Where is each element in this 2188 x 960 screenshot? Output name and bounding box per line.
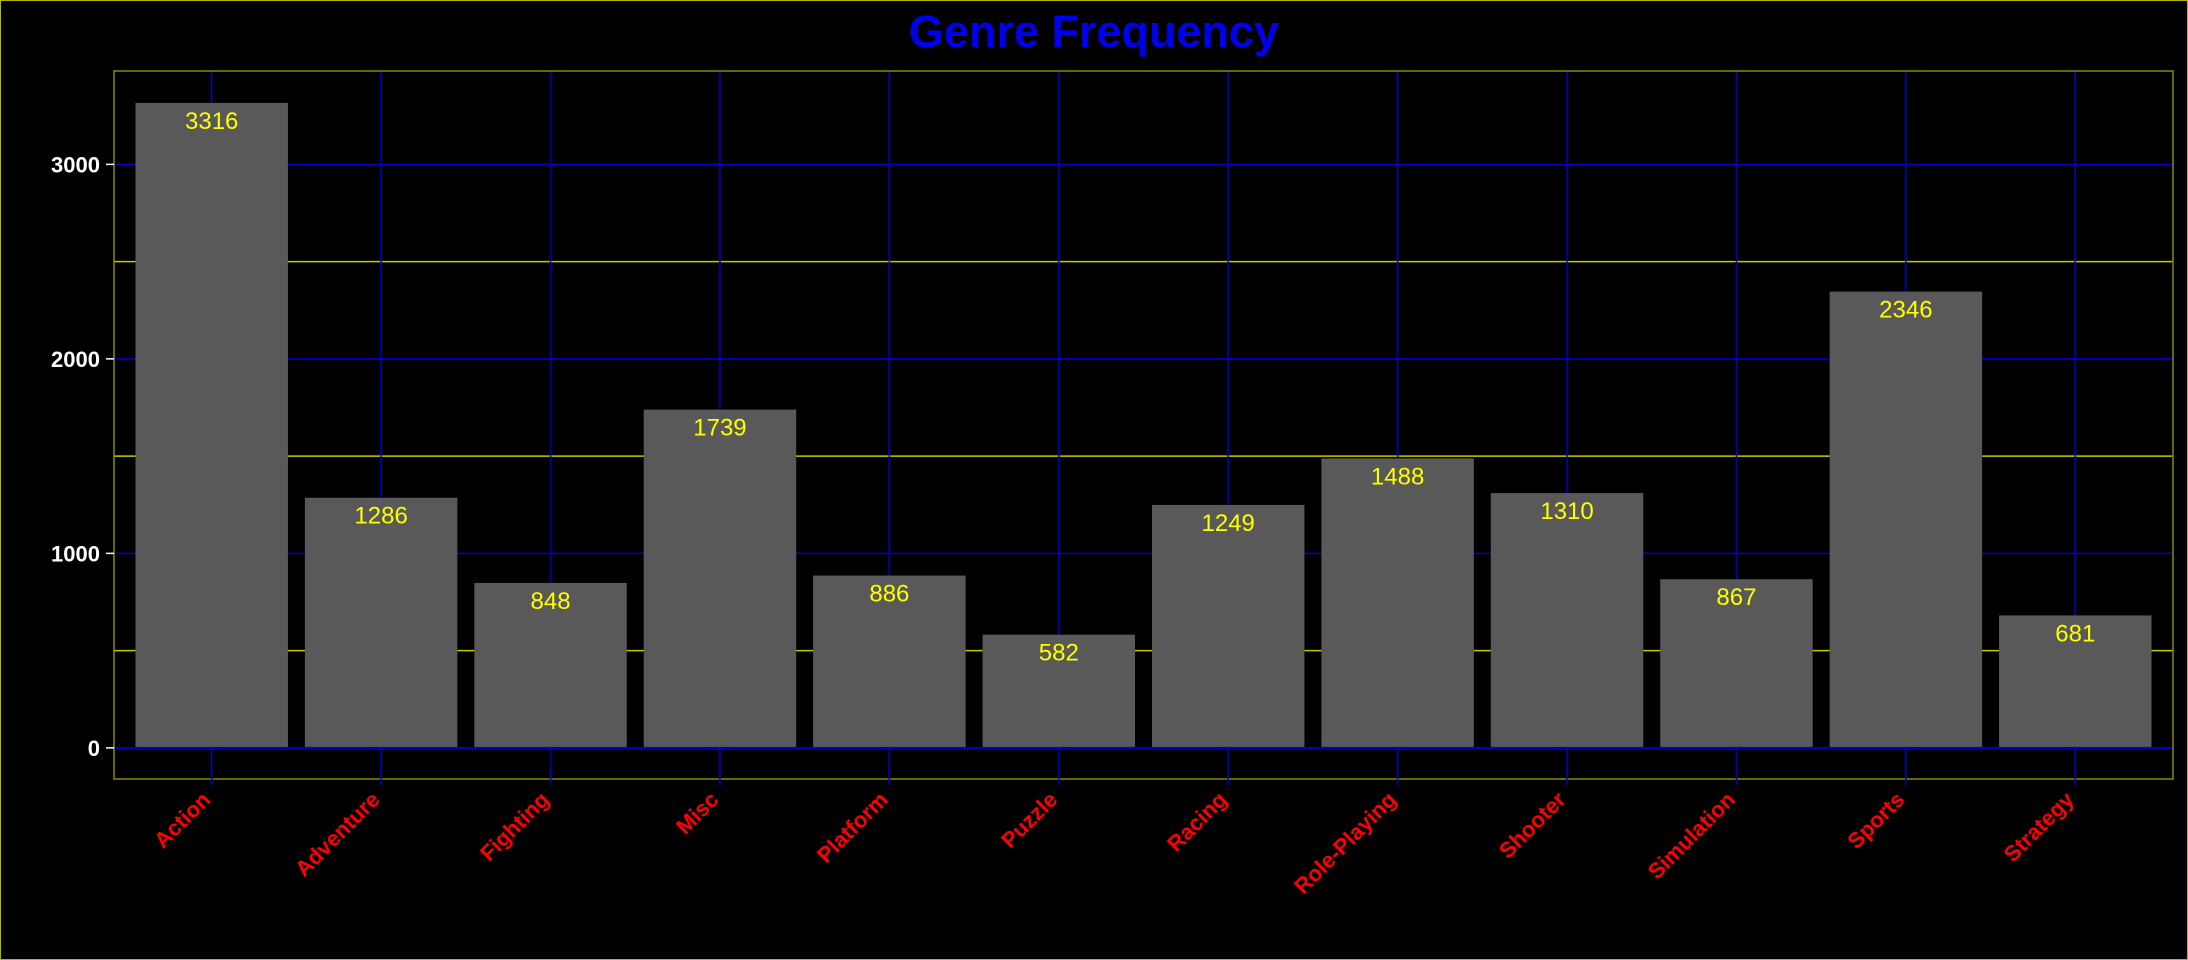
bar [474, 582, 627, 748]
bar [304, 497, 458, 748]
data-label: 867 [1716, 584, 1756, 611]
bar [982, 634, 1136, 748]
y-tick-label: 3000 [51, 152, 100, 177]
plot-area-frame [113, 70, 2174, 780]
data-label: 848 [531, 588, 571, 615]
bar [1999, 615, 2152, 748]
bar [1829, 291, 1983, 748]
y-tick-label: 1000 [51, 541, 100, 566]
data-label: 3316 [185, 108, 238, 135]
bar [643, 409, 797, 748]
x-tick-label: Platform [812, 787, 893, 868]
bar [813, 575, 966, 748]
data-label: 1310 [1540, 498, 1593, 525]
bar [1490, 493, 1644, 748]
x-tick-label: Fighting [475, 787, 554, 866]
x-tick-label: Role-Playing [1289, 787, 1401, 899]
x-tick-label: Misc [671, 787, 723, 839]
bar [1151, 504, 1305, 748]
x-tick-label: Puzzle [996, 787, 1062, 853]
data-label: 1739 [693, 415, 746, 442]
data-label: 582 [1039, 640, 1079, 667]
x-tick-label: Adventure [290, 787, 385, 882]
x-tick-label: Strategy [1999, 786, 2079, 866]
x-tick-label: Simulation [1643, 787, 1740, 884]
x-tick-label: Sports [1842, 787, 1909, 854]
y-tick-label: 0 [88, 736, 100, 761]
y-tick-label: 2000 [51, 347, 100, 372]
x-tick-label: Shooter [1494, 787, 1571, 864]
bar [135, 102, 288, 748]
data-label: 681 [2055, 620, 2095, 647]
data-label: 1286 [354, 503, 407, 530]
data-label: 1249 [1202, 510, 1255, 537]
bar [1321, 458, 1474, 748]
x-tick-label: Racing [1162, 787, 1232, 857]
data-label: 886 [869, 581, 909, 608]
x-tick-label: Action [149, 787, 215, 853]
chart-title: Genre Frequency [908, 6, 1280, 57]
bar [1660, 579, 1813, 748]
data-label: 2346 [1879, 297, 1932, 324]
data-label: 1488 [1371, 463, 1424, 490]
